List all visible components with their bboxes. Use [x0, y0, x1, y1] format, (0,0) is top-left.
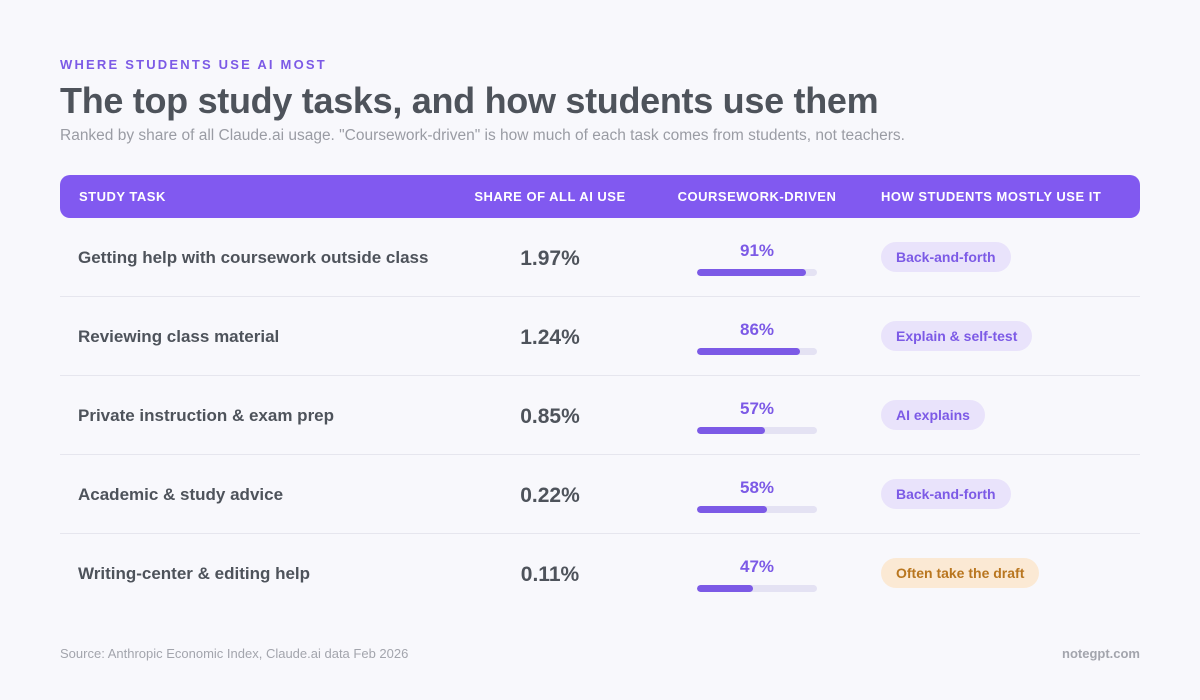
coursework-bar-fill — [697, 269, 807, 276]
coursework-bar-track — [697, 269, 817, 276]
table-row: Reviewing class material 1.24% 86% Explain … — [60, 297, 1140, 376]
coursework-cell: 91% — [697, 241, 817, 276]
table-row: Academic & study advice 0.22% 58% Back-and-… — [60, 455, 1140, 534]
share-value: 0.22% — [520, 484, 580, 507]
coursework-bar-track — [697, 427, 817, 434]
source-note: Source: Anthropic Economic Index, Claude… — [60, 646, 409, 661]
page-subtitle: Ranked by share of all Claude.ai usage. … — [60, 127, 905, 144]
column-header-share: SHARE OF ALL AI USE — [474, 189, 626, 204]
table-row: Private instruction & exam prep 0.85% 57% A… — [60, 376, 1140, 455]
eyebrow: WHERE STUDENTS USE AI MOST — [60, 57, 327, 72]
task-name: Private instruction & exam prep — [78, 406, 335, 425]
usage-badge: Back-and-forth — [881, 479, 1011, 509]
column-header-usage: HOW STUDENTS MOSTLY USE IT — [881, 189, 1102, 204]
table-header: STUDY TASK SHARE OF ALL AI USE COURSEWOR… — [60, 175, 1140, 218]
task-name: Writing-center & editing help — [78, 564, 311, 583]
task-name: Reviewing class material — [78, 327, 280, 346]
column-header-coursework-driven: COURSEWORK-DRIVEN — [677, 189, 837, 204]
brand-label: notegpt.com — [1062, 646, 1140, 661]
coursework-bar-fill — [697, 506, 767, 513]
share-value: 1.24% — [520, 326, 580, 349]
coursework-percent: 58% — [739, 478, 775, 497]
coursework-percent: 57% — [739, 399, 775, 418]
usage-badge: AI explains — [881, 400, 985, 430]
coursework-percent: 86% — [739, 320, 775, 339]
share-value: 1.97% — [520, 247, 580, 270]
coursework-cell: 86% — [697, 320, 817, 355]
usage-badge: Explain & self-test — [881, 321, 1033, 351]
share-value: 0.11% — [520, 563, 580, 586]
usage-badge: Back-and-forth — [881, 242, 1011, 272]
coursework-bar-track — [697, 585, 817, 592]
table-body: Getting help with coursework outside cla… — [60, 218, 1140, 613]
table-row: Getting help with coursework outside cla… — [60, 218, 1140, 297]
coursework-bar-fill — [697, 348, 801, 355]
coursework-bar-track — [697, 348, 817, 355]
coursework-bar-fill — [697, 427, 766, 434]
share-value: 0.85% — [520, 405, 580, 428]
coursework-bar-track — [697, 506, 817, 513]
task-name: Getting help with coursework outside cla… — [78, 248, 429, 267]
coursework-percent: 91% — [739, 241, 775, 260]
coursework-percent: 47% — [739, 557, 775, 576]
page-title: The top study tasks, and how students us… — [60, 80, 879, 121]
coursework-cell: 57% — [697, 399, 817, 434]
usage-badge: Often take the draft — [881, 558, 1040, 588]
column-header-study-task: STUDY TASK — [79, 189, 166, 204]
coursework-bar-fill — [697, 585, 754, 592]
task-name: Academic & study advice — [78, 485, 284, 504]
study-tasks-table: STUDY TASK SHARE OF ALL AI USE COURSEWOR… — [60, 175, 1140, 613]
coursework-cell: 47% — [697, 557, 817, 592]
coursework-cell: 58% — [697, 478, 817, 513]
table-row: Writing-center & editing help 0.11% 47% Oft… — [60, 534, 1140, 613]
